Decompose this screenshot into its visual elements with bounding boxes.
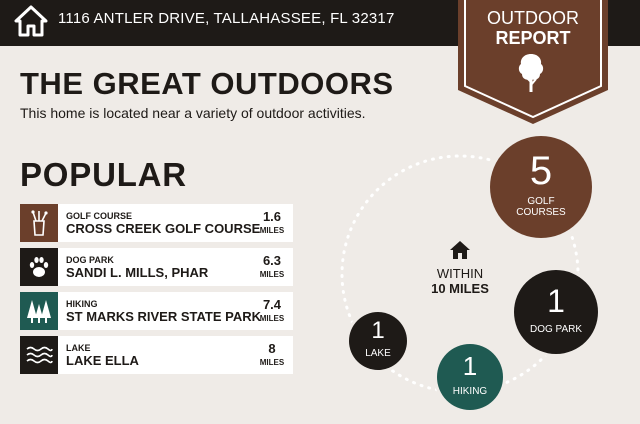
badge-title: OUTDOOR REPORT xyxy=(458,8,608,48)
dog-park-count-label: DOG PARK xyxy=(529,324,583,335)
item-category: DOG PARK xyxy=(66,255,114,265)
dog-park-count: 1 xyxy=(547,283,565,319)
golf-count-label-2: COURSES xyxy=(516,207,566,218)
item-distance: 7.4 xyxy=(262,297,282,312)
lake-count-label: LAKE xyxy=(365,348,391,359)
hiking-count: 1 xyxy=(462,351,478,381)
popular-heading: POPULAR xyxy=(20,156,187,193)
page-subtitle: This home is located near a variety of o… xyxy=(20,105,366,121)
within-text: WITHIN xyxy=(436,266,484,281)
golf-bag-icon xyxy=(31,210,48,236)
badge-line-2: REPORT xyxy=(495,28,571,48)
golf-count-circle: 5 GOLF COURSES xyxy=(490,136,592,238)
home-icon xyxy=(450,241,470,259)
item-unit: MILES xyxy=(259,226,285,235)
golf-tile xyxy=(20,204,58,242)
list-item: LAKE LAKE ELLA 8 MILES xyxy=(20,336,293,374)
radius-label: WITHIN 10 MILES xyxy=(410,240,510,296)
list-item: DOG PARK SANDI L. MILLS, PHAR 6.3 MILES xyxy=(20,248,293,286)
within-distance: 10 MILES xyxy=(431,281,489,296)
golf-count: 5 xyxy=(529,149,553,193)
hiking-count-circle: 1 HIKING xyxy=(437,344,503,410)
page-title: THE GREAT OUTDOORS xyxy=(20,66,394,101)
property-address: 1116 ANTLER DRIVE, TALLAHASSEE, FL 32317 xyxy=(58,10,395,27)
item-name: ST MARKS RIVER STATE PARK xyxy=(66,309,262,324)
hiking-tile xyxy=(20,292,58,330)
waves-icon xyxy=(26,346,53,364)
item-unit: MILES xyxy=(259,358,285,367)
item-name: CROSS CREEK GOLF COURSE xyxy=(66,221,261,236)
item-unit: MILES xyxy=(259,314,285,323)
home-icon xyxy=(14,5,48,37)
list-item: GOLF COURSE CROSS CREEK GOLF COURSE 1.6 … xyxy=(20,204,293,242)
item-category: HIKING xyxy=(66,299,98,309)
paw-icon xyxy=(29,257,49,277)
lake-count-circle: 1 LAKE xyxy=(349,312,407,370)
item-unit: MILES xyxy=(259,270,285,279)
item-name: LAKE ELLA xyxy=(66,353,139,368)
lake-count: 1 xyxy=(371,317,385,344)
item-category: GOLF COURSE xyxy=(66,211,133,221)
item-distance: 6.3 xyxy=(262,253,282,268)
item-name: SANDI L. MILLS, PHAR xyxy=(66,265,209,280)
item-category: LAKE xyxy=(66,343,91,353)
badge-line-1: OUTDOOR xyxy=(487,8,579,28)
dog-park-tile xyxy=(20,248,58,286)
trees-icon xyxy=(27,300,51,323)
list-item: HIKING ST MARKS RIVER STATE PARK 7.4 MIL… xyxy=(20,292,293,330)
tree-icon xyxy=(518,54,544,92)
hiking-count-label: HIKING xyxy=(452,386,488,397)
golf-count-label-1: GOLF xyxy=(527,196,555,207)
item-distance: 8 xyxy=(268,341,276,356)
dog-park-count-circle: 1 DOG PARK xyxy=(514,270,598,354)
item-distance: 1.6 xyxy=(262,209,282,224)
lake-tile xyxy=(20,336,58,374)
